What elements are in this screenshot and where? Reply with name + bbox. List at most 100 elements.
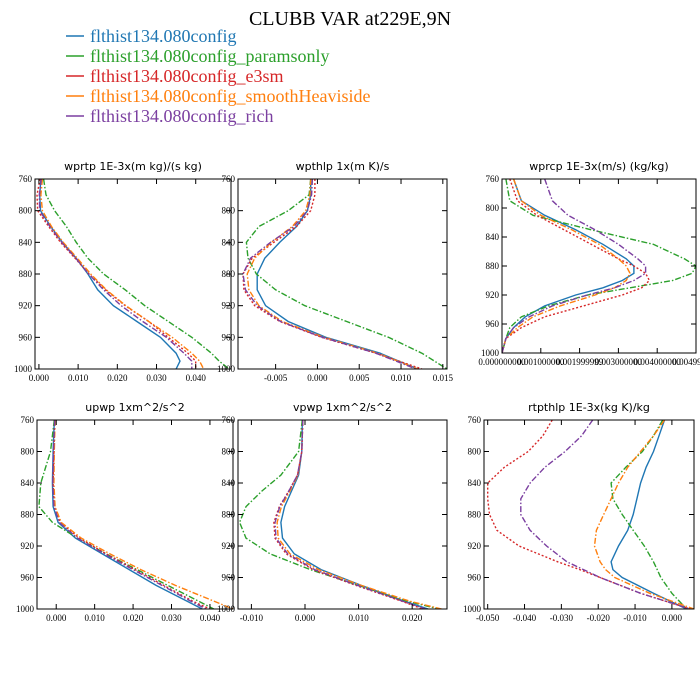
series-line-flthist134-080config-smoothheaviside <box>40 179 205 369</box>
x-tick-label: 0.001000000 <box>517 357 565 367</box>
x-tick-label: 0.015 <box>433 373 454 383</box>
x-tick-label: -0.010 <box>240 613 264 623</box>
x-tick-label: 0.004000000 <box>634 357 682 367</box>
x-tick-label: 0.000000000 <box>478 357 526 367</box>
legend-label: flthist134.080config_rich <box>90 106 273 126</box>
series-line-flthist134-080config <box>280 420 429 609</box>
y-tick-label: 960 <box>21 573 35 583</box>
y-tick-label: 1000 <box>14 364 33 374</box>
series-line-flthist134-080config-paramsonly <box>38 420 215 609</box>
x-tick-label: -0.040 <box>513 613 537 623</box>
legend-entry: flthist134.080config_paramsonly <box>66 46 329 66</box>
y-tick-label: 920 <box>222 301 236 311</box>
x-tick-label: 0.030 <box>146 373 167 383</box>
x-tick-label: 0.004999999 <box>672 357 700 367</box>
profile-panel: upwp 1xm^2/s^2 760 800 840 880 920 960 1000 0.00… <box>16 401 234 623</box>
panel-title: wprcp 1E-3x(m/s) (kg/kg) <box>529 160 668 173</box>
y-tick-label: 920 <box>486 290 500 300</box>
x-tick-label: 0.040 <box>186 373 207 383</box>
series-line-flthist134-080config-smoothheaviside <box>53 420 233 609</box>
y-tick-label: 1000 <box>217 604 236 614</box>
x-tick-label: 0.020 <box>402 613 423 623</box>
legend-label: flthist134.080config_smoothHeaviside <box>90 86 370 106</box>
y-tick-label: 760 <box>222 174 236 184</box>
plot-frame <box>237 178 448 370</box>
legend-entry: flthist134.080config_smoothHeaviside <box>66 86 370 106</box>
series-line-flthist134-080config-paramsonly <box>610 420 688 609</box>
curve-group <box>487 420 694 609</box>
x-tick-label: -0.010 <box>623 613 647 623</box>
curve-group <box>502 179 696 353</box>
profile-panel: vpwp 1xm^2/s^2 760 800 840 880 920 960 1000 -0.0… <box>217 401 448 623</box>
panel-title: wpthlp 1x(m K)/s <box>296 160 390 173</box>
y-tick-label: 760 <box>222 415 236 425</box>
y-tick-label: 880 <box>486 261 500 271</box>
series-line-flthist134-080config-rich <box>38 179 193 369</box>
plot-frame <box>237 419 448 610</box>
legend-label: flthist134.080config <box>90 26 237 46</box>
y-tick-label: 880 <box>19 269 33 279</box>
series-line-flthist134-080config-e3sm <box>502 179 651 353</box>
y-tick-label: 960 <box>468 573 482 583</box>
plot-frame <box>36 419 234 610</box>
x-tick-label: -0.005 <box>264 373 288 383</box>
series-line-flthist134-080config-rich <box>520 420 691 609</box>
profile-panel: wpthlp 1x(m K)/s 760 800 840 880 920 960 1000 -0… <box>217 160 453 383</box>
series-line-flthist134-080config-paramsonly <box>42 179 230 369</box>
y-tick-label: 880 <box>222 510 236 520</box>
y-tick-label: 760 <box>486 174 500 184</box>
y-tick-label: 880 <box>468 510 482 520</box>
series-line-flthist134-080config-e3sm <box>487 420 691 609</box>
profile-panel: wprtp 1E-3x(m kg)/(s kg) 760 800 840 880 920 9… <box>14 160 232 383</box>
plot-frame <box>501 178 697 354</box>
curve-group <box>242 179 447 369</box>
x-tick-label: 0.000 <box>307 373 328 383</box>
legend-label: flthist134.080config_e3sm <box>90 66 283 86</box>
series-line-flthist134-080config-smoothheaviside <box>593 420 694 609</box>
legend-label: flthist134.080config_paramsonly <box>90 46 329 66</box>
y-tick-label: 840 <box>468 478 482 488</box>
y-tick-label: 800 <box>19 206 33 216</box>
series-line-flthist134-080config-rich <box>242 179 417 369</box>
curve-group <box>36 179 230 369</box>
figure-title: CLUBB VAR at229E,9N <box>249 8 451 30</box>
series-line-flthist134-080config-rich <box>274 420 426 609</box>
panel-title: wprtp 1E-3x(m kg)/(s kg) <box>64 160 202 173</box>
y-tick-label: 920 <box>222 541 236 551</box>
series-line-flthist134-080config-paramsonly <box>238 420 440 609</box>
plot-frame <box>483 419 695 610</box>
x-tick-label: 0.010 <box>391 373 412 383</box>
x-tick-label: 0.000 <box>662 613 683 623</box>
series-line-flthist134-080config-e3sm <box>52 420 211 609</box>
panel-grid: wprtp 1E-3x(m kg)/(s kg) 760 800 840 880 920 9… <box>14 160 700 623</box>
y-tick-label: 840 <box>222 237 236 247</box>
y-tick-label: 800 <box>222 206 236 216</box>
y-tick-label: 800 <box>222 447 236 457</box>
y-tick-label: 840 <box>21 478 35 488</box>
x-tick-label: 0.040 <box>200 613 221 623</box>
x-tick-label: 0.030 <box>161 613 182 623</box>
panel-title: upwp 1xm^2/s^2 <box>85 401 185 414</box>
y-tick-label: 800 <box>21 447 35 457</box>
panel-title: rtpthlp 1E-3x(kg K)/kg <box>528 401 650 414</box>
y-tick-label: 880 <box>21 510 35 520</box>
curve-group <box>38 420 233 609</box>
x-tick-label: 0.020 <box>107 373 128 383</box>
series-line-flthist134-080config-rich <box>52 420 207 609</box>
x-tick-label: 0.005 <box>349 373 370 383</box>
series-line-flthist134-080config <box>256 179 418 369</box>
x-tick-label: 0.003000000 <box>595 357 643 367</box>
legend: flthist134.080configflthist134.080config… <box>66 26 370 126</box>
series-line-flthist134-080config-rich <box>502 179 647 353</box>
y-tick-label: 960 <box>222 332 236 342</box>
y-tick-label: 1000 <box>481 348 500 358</box>
x-tick-label: -0.020 <box>587 613 611 623</box>
y-tick-label: 760 <box>21 415 35 425</box>
x-tick-label: -0.050 <box>476 613 500 623</box>
y-tick-label: 840 <box>486 232 500 242</box>
y-tick-label: 760 <box>19 174 33 184</box>
series-line-flthist134-080config-e3sm <box>242 179 423 369</box>
y-tick-label: 960 <box>19 332 33 342</box>
x-tick-label: -0.030 <box>550 613 574 623</box>
